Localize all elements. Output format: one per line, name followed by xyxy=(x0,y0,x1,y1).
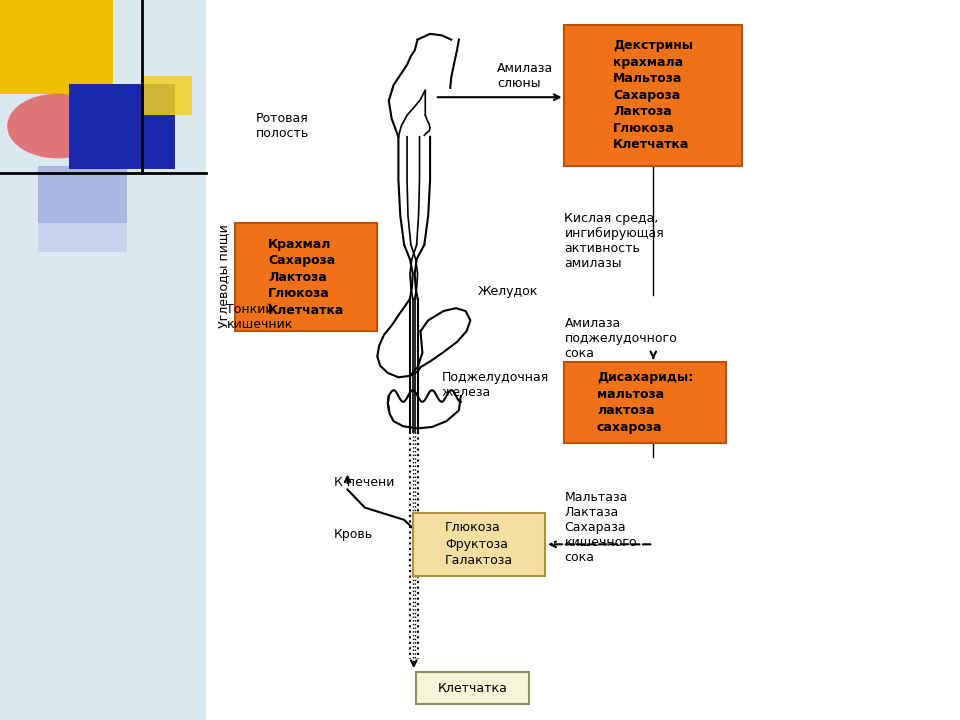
Text: Клетчатка: Клетчатка xyxy=(438,682,507,695)
Bar xyxy=(38,166,127,223)
Text: Крахмал
Сахароза
Лактоза
Глюкоза
Клетчатка: Крахмал Сахароза Лактоза Глюкоза Клетчат… xyxy=(268,238,345,317)
Text: Дисахариды:
мальтоза
лактоза
сахароза: Дисахариды: мальтоза лактоза сахароза xyxy=(597,372,693,433)
Text: Амилаза
поджелудочного
сока: Амилаза поджелудочного сока xyxy=(564,317,677,360)
Text: Тонкий
кишечник: Тонкий кишечник xyxy=(227,303,293,330)
Text: Глюкоза
Фруктоза
Галактоза: Глюкоза Фруктоза Галактоза xyxy=(445,521,513,567)
Bar xyxy=(144,76,192,115)
Text: Амилаза
слюны: Амилаза слюны xyxy=(497,62,554,89)
Bar xyxy=(38,220,127,252)
Bar xyxy=(235,223,377,331)
Text: К печени: К печени xyxy=(334,476,395,489)
Text: Кровь: Кровь xyxy=(334,528,373,541)
Text: Ротовая
полость: Ротовая полость xyxy=(256,112,309,140)
Text: Углеводы пищи: Углеводы пищи xyxy=(217,224,230,328)
Bar xyxy=(564,25,742,166)
Text: Кислая среда,
ингибирующая
активность
амилазы: Кислая среда, ингибирующая активность ам… xyxy=(564,212,664,270)
Bar xyxy=(413,513,545,576)
Text: Декстрины
крахмала
Мальтоза
Сахароза
Лактоза
Глюкоза
Клетчатка: Декстрины крахмала Мальтоза Сахароза Лак… xyxy=(613,40,693,151)
Text: Желудок: Желудок xyxy=(478,285,539,298)
Ellipse shape xyxy=(7,94,108,158)
Bar xyxy=(69,84,175,169)
Bar xyxy=(206,0,960,720)
Bar xyxy=(416,672,529,704)
Bar xyxy=(564,362,726,443)
Text: Мальтаза
Лактаза
Сахараза
кишечного
сока: Мальтаза Лактаза Сахараза кишечного сока xyxy=(564,490,637,564)
Bar xyxy=(0,0,113,94)
Text: Поджелудочная
железа: Поджелудочная железа xyxy=(442,372,549,399)
